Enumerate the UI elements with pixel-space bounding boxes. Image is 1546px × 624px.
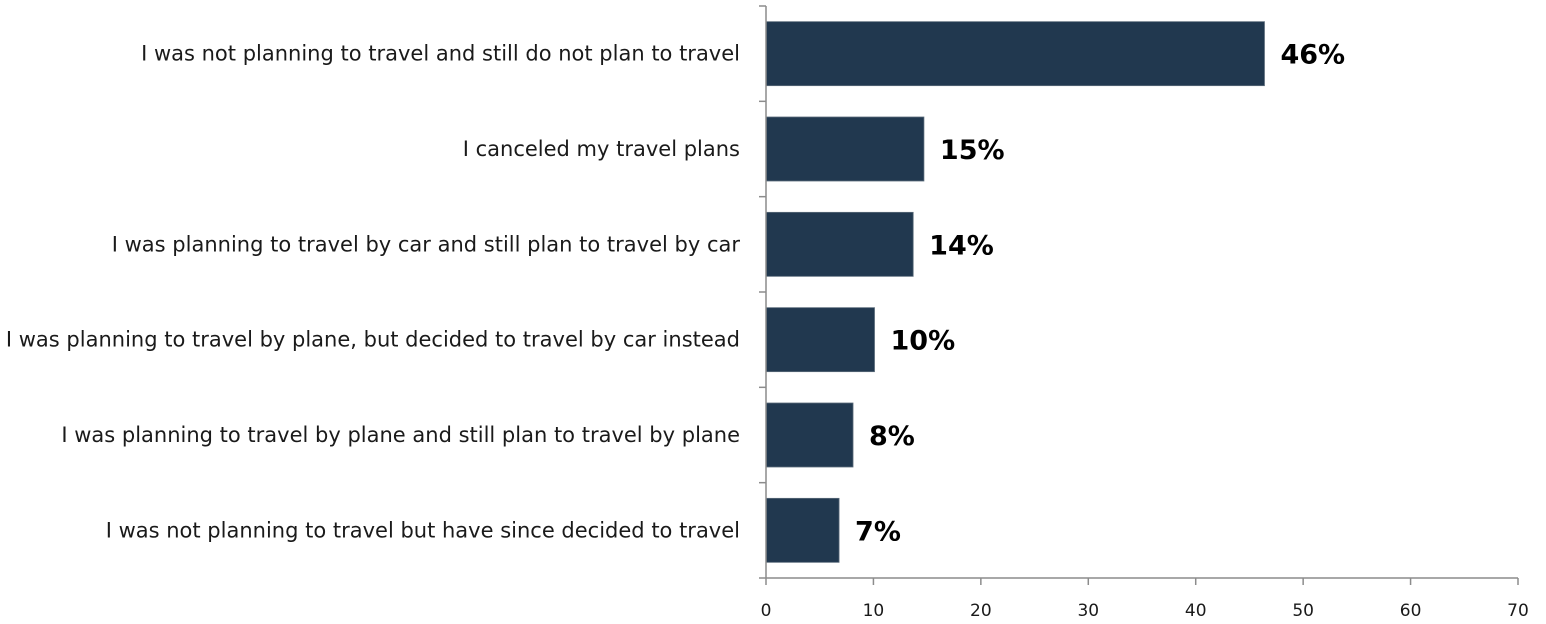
category-label: I was planning to travel by car and stil… — [112, 232, 741, 256]
bar — [765, 402, 854, 468]
bar — [765, 307, 875, 373]
x-tick-label: 30 — [1077, 601, 1099, 621]
bar — [765, 211, 914, 277]
category-label: I was not planning to travel and still d… — [141, 42, 740, 66]
category-label: I was not planning to travel but have si… — [106, 518, 740, 542]
x-tick-label: 70 — [1507, 601, 1529, 621]
category-label: I was planning to travel by plane, but d… — [6, 328, 740, 352]
x-tick-label: 0 — [761, 601, 772, 621]
category-label: I canceled my travel plans — [463, 137, 740, 161]
data-label: 10% — [891, 326, 956, 357]
data-label: 7% — [855, 516, 901, 547]
data-label: 15% — [940, 135, 1005, 166]
x-tick-label: 20 — [970, 601, 992, 621]
bar — [765, 21, 1265, 87]
axes-layer: 0 10 20 30 40 50 60 70 — [759, 5, 1529, 621]
bar — [765, 116, 925, 182]
bar — [765, 497, 840, 563]
data-label: 46% — [1280, 40, 1345, 71]
x-tick-label: 40 — [1185, 601, 1207, 621]
data-label: 8% — [869, 421, 915, 452]
x-tick-label: 10 — [863, 601, 885, 621]
x-tick-label: 60 — [1400, 601, 1422, 621]
bars-layer — [765, 21, 1265, 563]
category-label: I was planning to travel by plane and st… — [61, 423, 740, 447]
data-label: 14% — [929, 230, 994, 261]
labels-layer: I was not planning to travel and still d… — [6, 40, 1345, 548]
x-tick-label: 50 — [1292, 601, 1314, 621]
